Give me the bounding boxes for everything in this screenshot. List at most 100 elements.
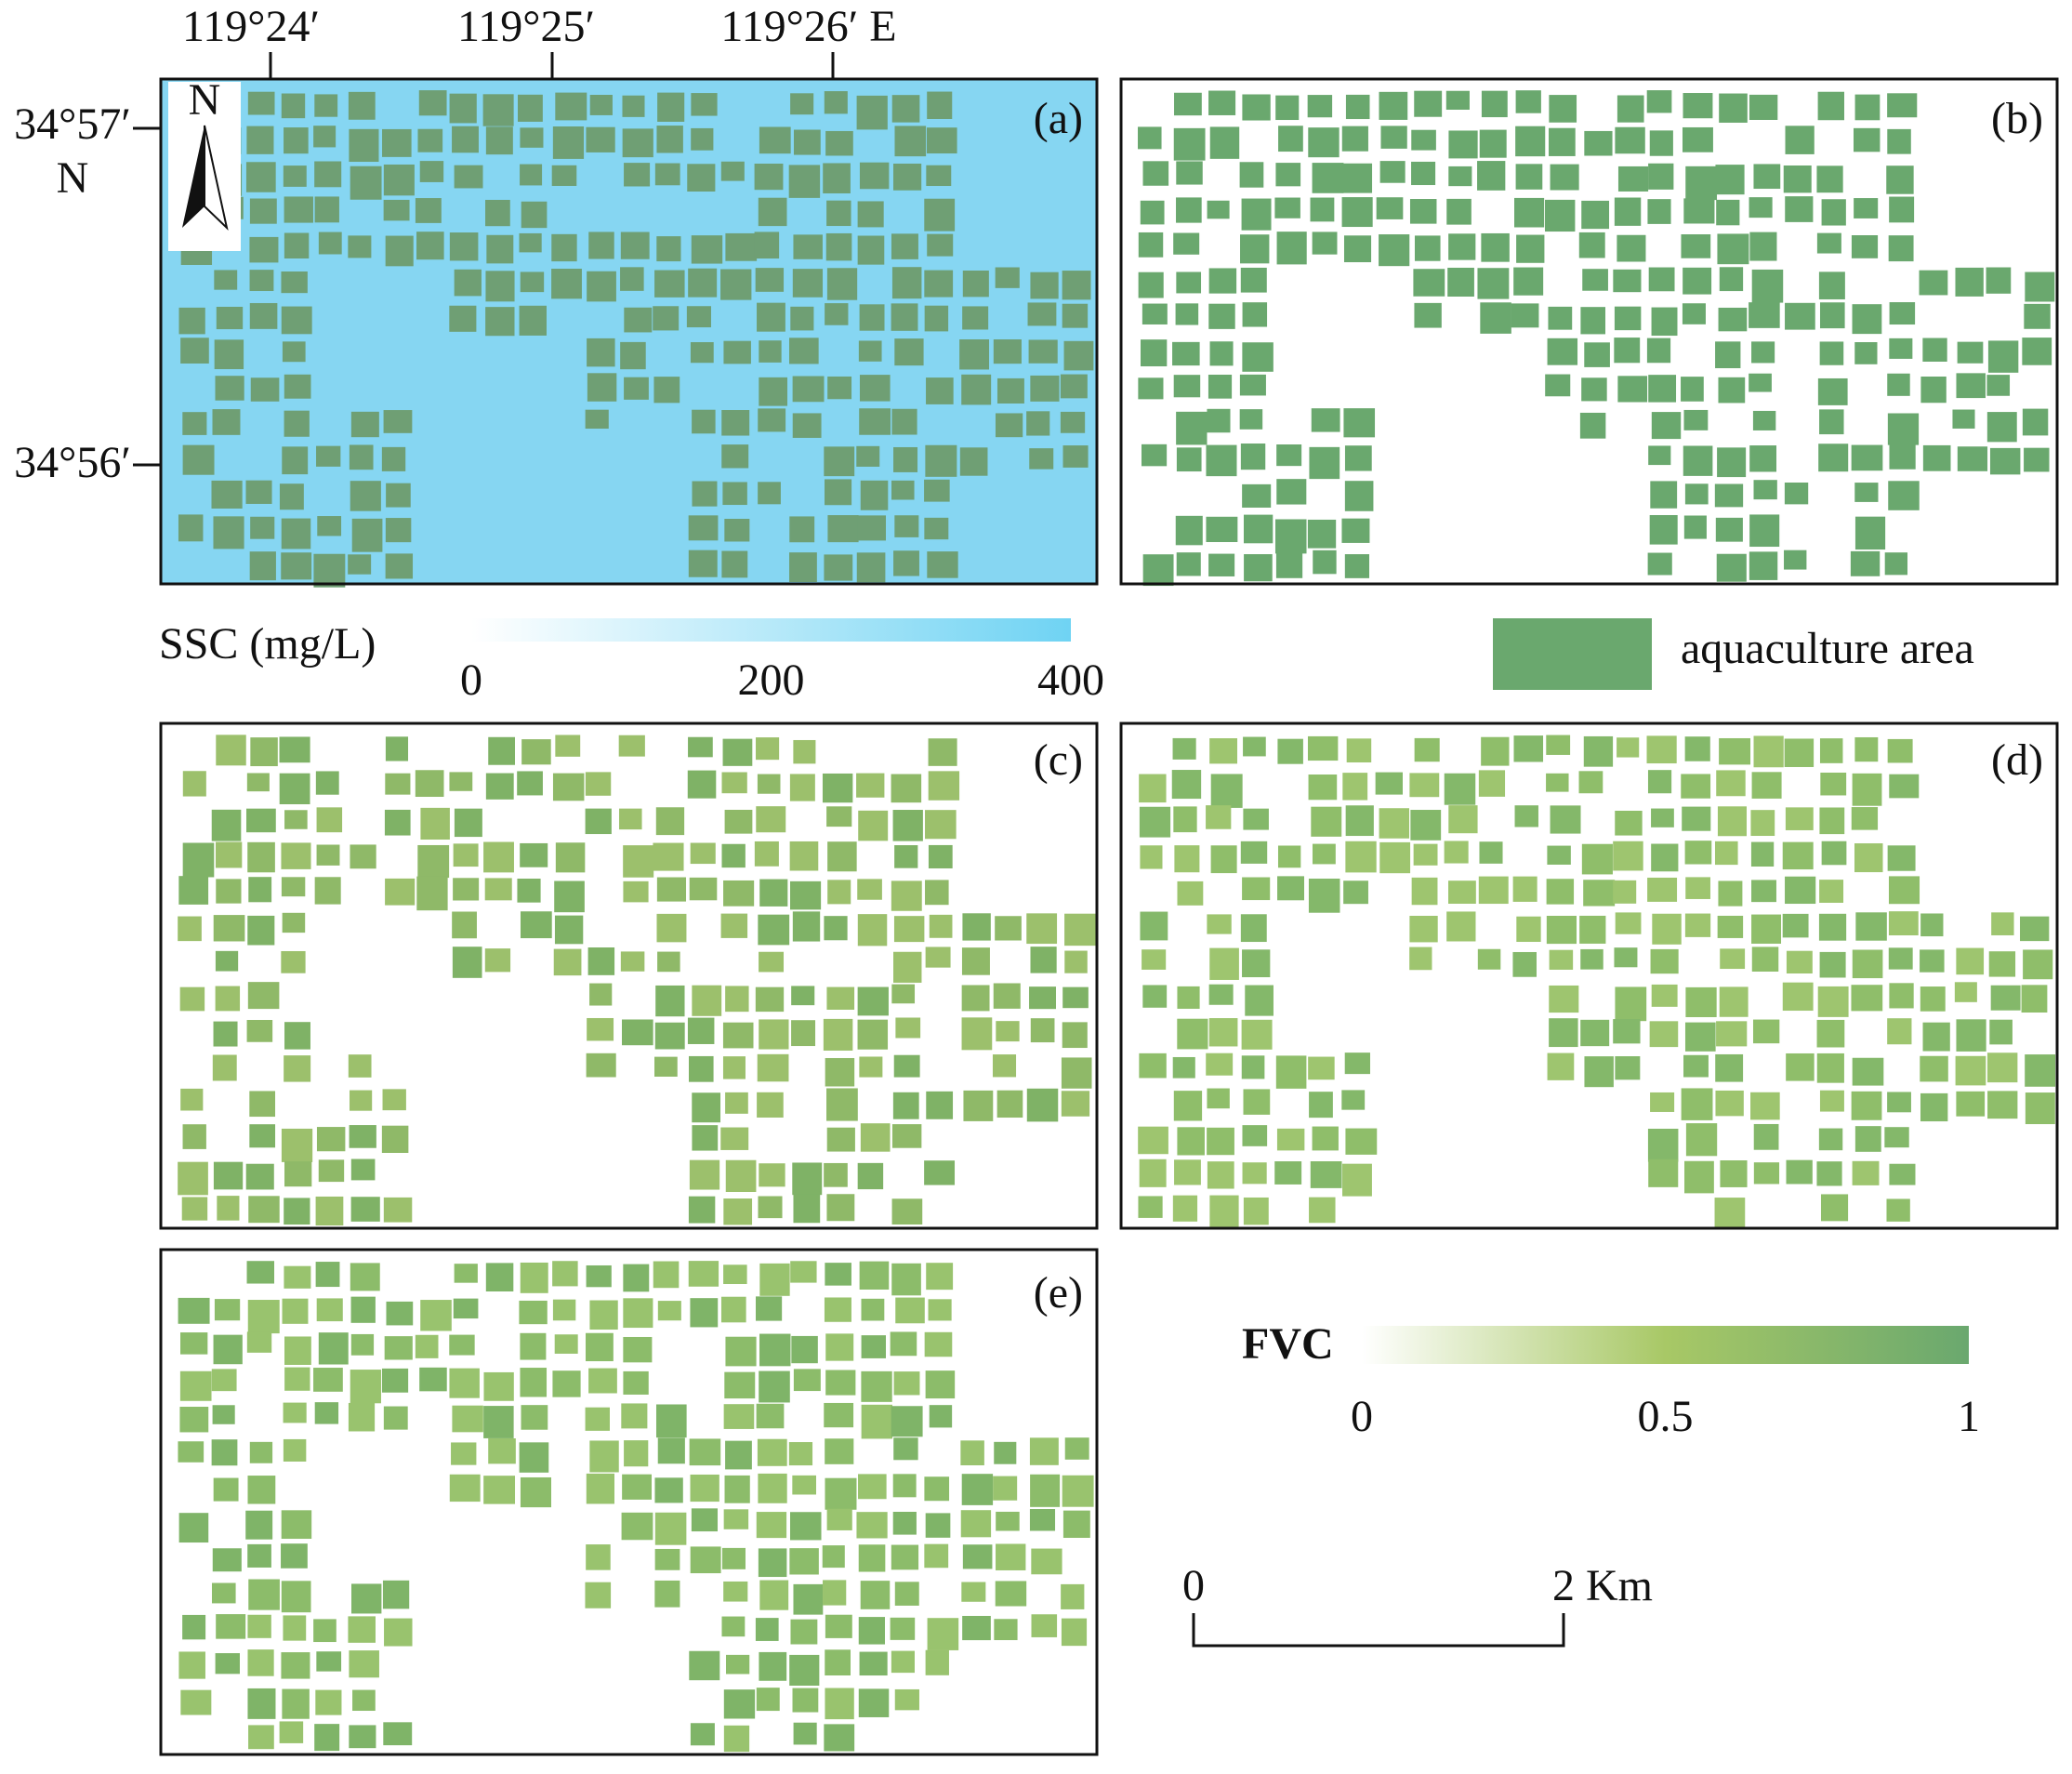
pond — [1851, 444, 1883, 471]
pond — [1751, 269, 1784, 303]
pond — [754, 232, 780, 259]
pond — [1176, 197, 1202, 223]
pond — [1547, 1052, 1575, 1080]
pond — [245, 1163, 274, 1190]
pond — [1173, 127, 1206, 161]
pond — [1888, 947, 1913, 970]
pond — [856, 773, 885, 798]
pond — [789, 1548, 819, 1575]
pond — [1613, 1019, 1641, 1044]
pond — [826, 1127, 855, 1152]
pond — [756, 1512, 787, 1539]
pond — [856, 552, 886, 583]
pond — [2022, 408, 2049, 436]
pond — [1275, 163, 1301, 187]
pond — [1242, 302, 1268, 327]
pond — [724, 518, 750, 542]
pond — [1819, 341, 1844, 365]
pond — [891, 1650, 915, 1674]
pond — [315, 771, 339, 795]
pond — [824, 1724, 855, 1752]
pond — [1274, 1161, 1302, 1185]
pond — [1310, 197, 1335, 222]
pond — [687, 1017, 715, 1044]
pond — [789, 552, 817, 582]
pond — [1344, 554, 1370, 578]
pond — [1684, 913, 1711, 937]
pond — [180, 1332, 208, 1355]
pond — [586, 1473, 615, 1504]
pond — [1172, 1195, 1198, 1222]
pond — [1986, 412, 2017, 443]
pond — [348, 91, 376, 120]
pond — [621, 1403, 648, 1429]
pond — [1549, 949, 1574, 970]
pond — [653, 842, 684, 871]
pond — [1241, 1019, 1273, 1050]
pond — [859, 408, 891, 435]
pond — [825, 130, 853, 156]
pond — [1852, 1057, 1884, 1086]
pond — [1208, 90, 1236, 115]
pond — [383, 1722, 413, 1746]
pond — [992, 1054, 1017, 1078]
pond — [1581, 843, 1613, 875]
pond — [826, 268, 858, 300]
pond — [723, 1404, 755, 1429]
pond — [653, 377, 680, 404]
pond — [1884, 552, 1908, 576]
pond — [1615, 1056, 1641, 1080]
pond — [689, 1650, 720, 1681]
pond — [1579, 915, 1606, 944]
pond — [1208, 1018, 1238, 1047]
pond — [824, 91, 848, 114]
pond — [892, 1092, 919, 1119]
pond — [2025, 271, 2055, 302]
pond — [1343, 235, 1372, 263]
pond — [1345, 94, 1370, 120]
pond — [1444, 841, 1469, 864]
pond — [624, 307, 653, 333]
pond — [891, 267, 922, 299]
pond — [755, 986, 785, 1013]
pond — [1547, 845, 1571, 865]
pond — [281, 271, 308, 294]
pond — [963, 1090, 994, 1121]
pond — [1173, 375, 1201, 398]
north-arrow — [182, 126, 205, 228]
pond — [1173, 1091, 1203, 1121]
pond — [1954, 982, 1977, 1002]
pond — [1580, 1019, 1610, 1047]
pond — [1550, 164, 1579, 191]
pond — [519, 305, 547, 336]
pond — [249, 236, 279, 263]
pond — [1851, 985, 1883, 1012]
pond — [214, 1299, 241, 1321]
pond — [313, 126, 337, 148]
pond — [1852, 949, 1883, 979]
pond — [179, 986, 205, 1012]
pond — [586, 1264, 612, 1288]
pond — [1174, 1159, 1201, 1185]
pond — [1516, 234, 1545, 263]
pond — [182, 412, 207, 435]
pond — [756, 1688, 780, 1712]
pond — [1584, 130, 1613, 156]
pond — [519, 1300, 548, 1325]
pond — [521, 739, 551, 765]
pond — [1888, 911, 1919, 936]
pond — [857, 235, 885, 265]
pond — [925, 1649, 949, 1675]
pond — [213, 1021, 238, 1047]
pond — [995, 413, 1023, 438]
pond — [925, 947, 951, 968]
pond — [860, 1123, 891, 1152]
pond — [722, 482, 747, 506]
pond — [720, 161, 745, 181]
pond — [1312, 232, 1338, 255]
pond — [1956, 373, 1986, 399]
pond — [759, 340, 782, 363]
pond — [1548, 306, 1573, 330]
pond — [1888, 235, 1914, 262]
pond — [314, 1402, 339, 1424]
